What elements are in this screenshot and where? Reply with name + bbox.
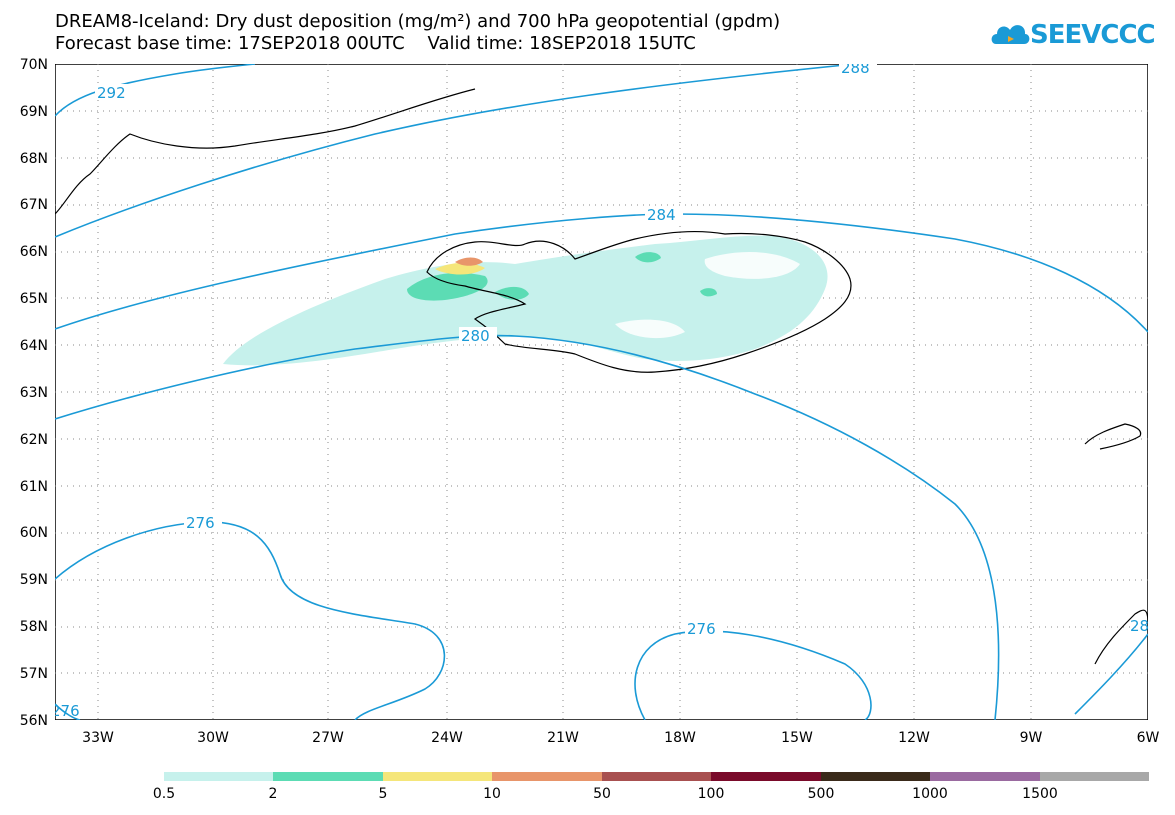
legend-label: 1000 (912, 786, 948, 802)
lat-label: 65N (19, 291, 48, 307)
contour-labels: 292 288 284 280 276 276 276 28 (55, 64, 1148, 720)
dust-level-10 (455, 257, 483, 266)
lat-label: 59N (19, 572, 48, 588)
legend-swatch (492, 772, 602, 781)
contour-label: 288 (841, 64, 870, 77)
lat-label: 66N (19, 244, 48, 260)
lon-label: 6W (1136, 730, 1160, 746)
lat-label: 60N (19, 525, 48, 541)
logo-text: SEEVCCC (1030, 20, 1156, 50)
legend-label: 1500 (1022, 786, 1058, 802)
lat-label: 61N (19, 479, 48, 495)
legend-label: 5 (378, 786, 388, 802)
lon-label: 21W (547, 730, 579, 746)
lat-label: 58N (19, 619, 48, 635)
contour-label: 276 (186, 514, 215, 532)
legend-label: 50 (593, 786, 611, 802)
lat-label: 62N (19, 432, 48, 448)
dust-level-2 (700, 288, 717, 297)
contour-label: 28 (1130, 617, 1148, 635)
dust-level-2 (635, 252, 661, 263)
lon-label: 18W (664, 730, 696, 746)
legend-swatch (821, 772, 930, 781)
dust-level-2 (407, 272, 488, 301)
lon-label: 33W (82, 730, 114, 746)
lon-label: 12W (898, 730, 930, 746)
contour-label: 280 (461, 327, 490, 345)
contour-label: 276 (55, 702, 80, 720)
map-subtitle: Forecast base time: 17SEP2018 00UTC Vali… (55, 33, 696, 54)
seevccc-logo: SEEVCCC (988, 14, 1156, 56)
legend-swatch (930, 772, 1040, 781)
legend-label: 100 (697, 786, 725, 802)
graticule (55, 64, 1148, 720)
dust-level-2 (495, 286, 529, 300)
lon-label: 30W (197, 730, 229, 746)
lat-label: 68N (19, 151, 48, 167)
legend-label: 10 (483, 786, 501, 802)
map-panel: 292 288 284 280 276 276 276 28 (55, 64, 1148, 720)
lat-label: 56N (19, 713, 48, 729)
lat-label: 67N (19, 197, 48, 213)
lon-label: 15W (781, 730, 813, 746)
legend-label: 0.5 (152, 786, 176, 802)
dust-deposition-field (223, 235, 828, 366)
lat-label: 64N (19, 338, 48, 354)
lat-label: 57N (19, 666, 48, 682)
legend-label: 2 (268, 786, 278, 802)
legend-swatch (164, 772, 273, 781)
legend-swatch (1040, 772, 1149, 781)
contour-label: 276 (687, 620, 716, 638)
lat-label: 70N (19, 57, 48, 73)
contour-label: 284 (647, 206, 676, 224)
legend-swatch (383, 772, 492, 781)
legend-label: 500 (807, 786, 835, 802)
contour-label: 292 (97, 84, 126, 102)
cloud-logo-icon (991, 25, 1030, 44)
lon-label: 27W (312, 730, 344, 746)
lat-label: 69N (19, 104, 48, 120)
legend-swatch (711, 772, 821, 781)
lon-label: 9W (1019, 730, 1043, 746)
lon-label: 24W (431, 730, 463, 746)
coastlines (55, 88, 1148, 665)
map-title: DREAM8-Iceland: Dry dust deposition (mg/… (55, 11, 781, 32)
lat-label: 63N (19, 385, 48, 401)
dust-level-5 (435, 262, 485, 275)
legend-swatch (602, 772, 711, 781)
legend-swatch (273, 772, 383, 781)
